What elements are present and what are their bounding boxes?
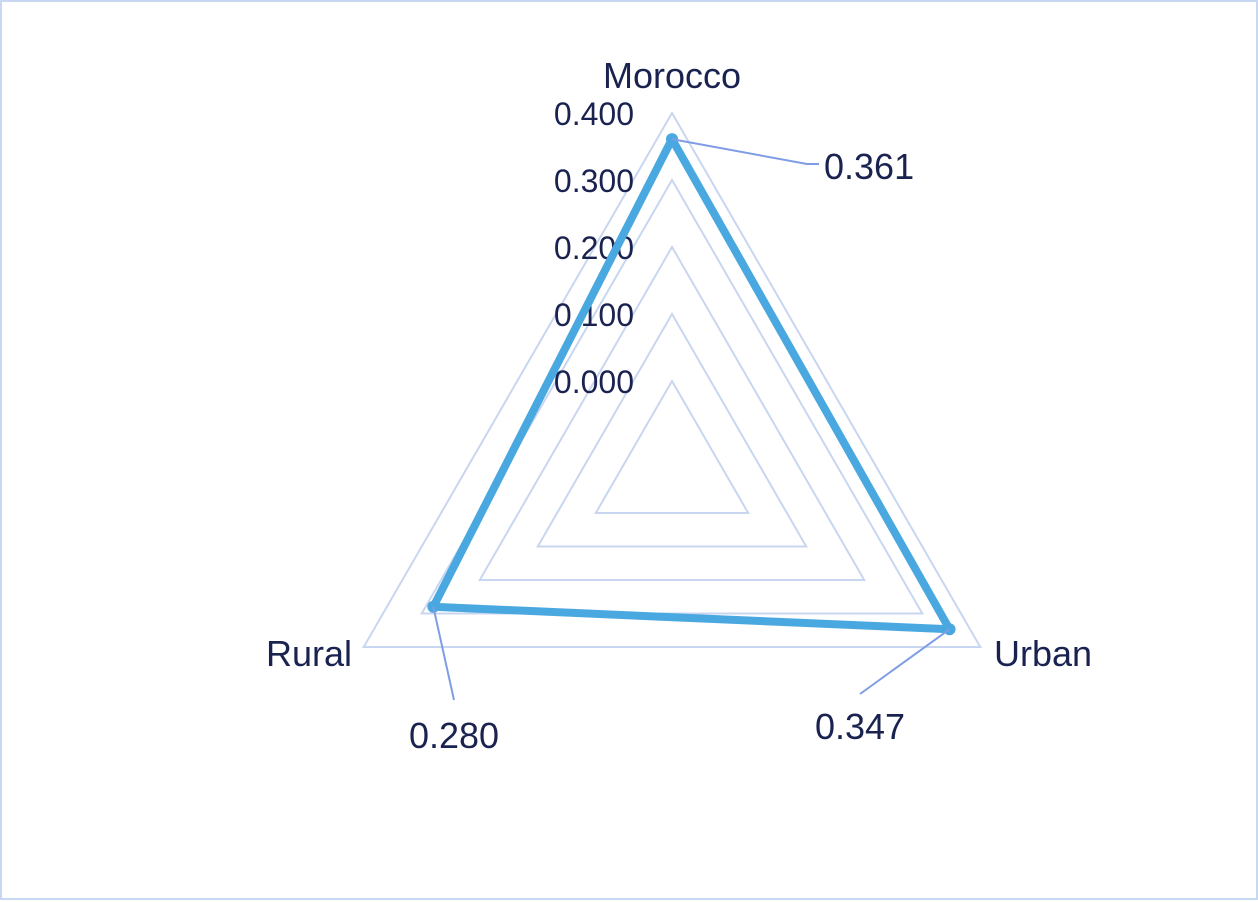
leader-line [859, 628, 951, 695]
grid-ring-4 [361, 111, 983, 648]
tick-label: 0.000 [554, 364, 634, 400]
grid-ring-1 [536, 312, 808, 548]
grid-ring-0 [594, 378, 750, 514]
tick-label: 0.400 [554, 96, 634, 132]
data-label: 0.347 [815, 706, 905, 747]
axis-label: Urban [994, 633, 1092, 674]
leader-lines [432, 138, 951, 701]
data-label: 0.361 [824, 146, 914, 187]
data-labels: 0.361 0.347 0.280 [409, 146, 914, 756]
axis-labels: Morocco Urban Rural [266, 55, 1092, 674]
grid-ring-2 [478, 244, 866, 581]
axis-label: Morocco [603, 55, 741, 96]
leader-line [671, 138, 819, 165]
tick-label: 0.100 [554, 297, 634, 333]
axis-label: Rural [266, 633, 352, 674]
tick-label: 0.300 [554, 163, 634, 199]
series-line [429, 135, 954, 634]
series-layer [427, 133, 956, 636]
leader-line [432, 606, 455, 701]
data-label: 0.280 [409, 715, 499, 756]
